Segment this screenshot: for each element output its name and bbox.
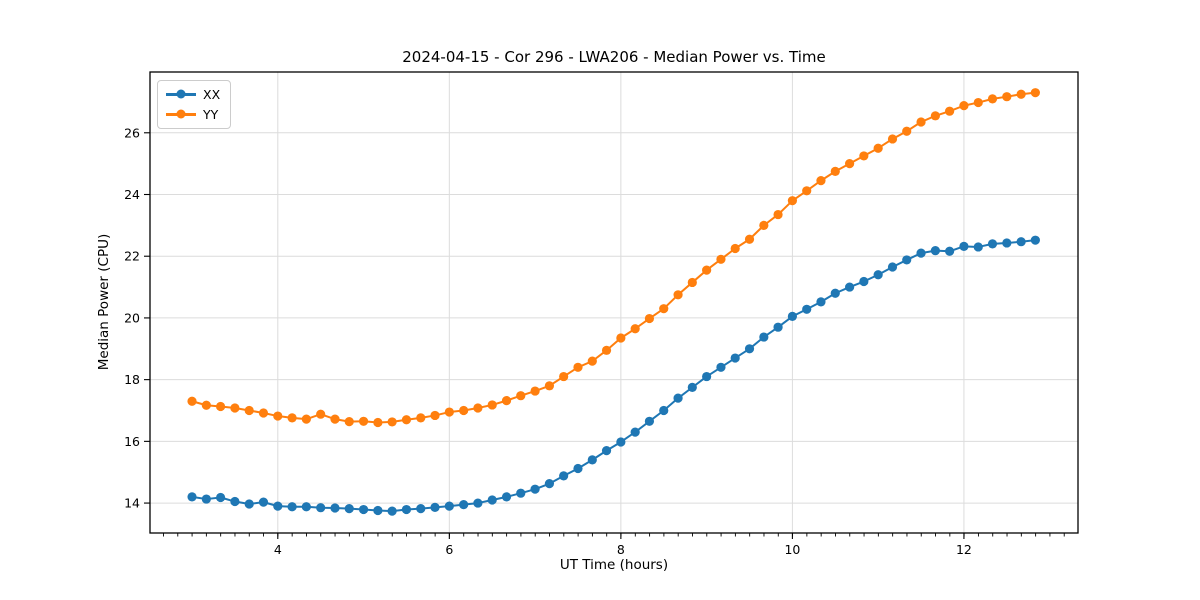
y-axis-label: Median Power (CPU) bbox=[96, 233, 112, 371]
legend-dot-icon bbox=[176, 89, 186, 99]
svg-text:10: 10 bbox=[784, 542, 800, 557]
svg-text:20: 20 bbox=[124, 310, 140, 325]
legend-label-yy: YY bbox=[203, 107, 219, 122]
svg-text:24: 24 bbox=[124, 187, 140, 202]
legend-line-marker-xx bbox=[166, 89, 196, 99]
svg-text:26: 26 bbox=[124, 125, 140, 140]
svg-text:18: 18 bbox=[124, 372, 140, 387]
svg-text:6: 6 bbox=[445, 542, 453, 557]
legend-item-xx: XX bbox=[166, 86, 220, 103]
chart-title: 2024-04-15 - Cor 296 - LWA206 - Median P… bbox=[402, 48, 826, 66]
legend-label-xx: XX bbox=[203, 87, 221, 102]
svg-text:22: 22 bbox=[124, 249, 140, 264]
svg-text:12: 12 bbox=[956, 542, 972, 557]
svg-text:16: 16 bbox=[124, 434, 140, 449]
legend-line-marker-yy bbox=[166, 109, 196, 119]
svg-text:4: 4 bbox=[274, 542, 282, 557]
legend: XX YY bbox=[157, 80, 232, 129]
x-axis-label: UT Time (hours) bbox=[559, 557, 669, 573]
svg-text:8: 8 bbox=[617, 542, 625, 557]
svg-text:14: 14 bbox=[124, 496, 140, 511]
legend-item-yy: YY bbox=[166, 106, 220, 123]
legend-dot-icon bbox=[176, 109, 186, 119]
